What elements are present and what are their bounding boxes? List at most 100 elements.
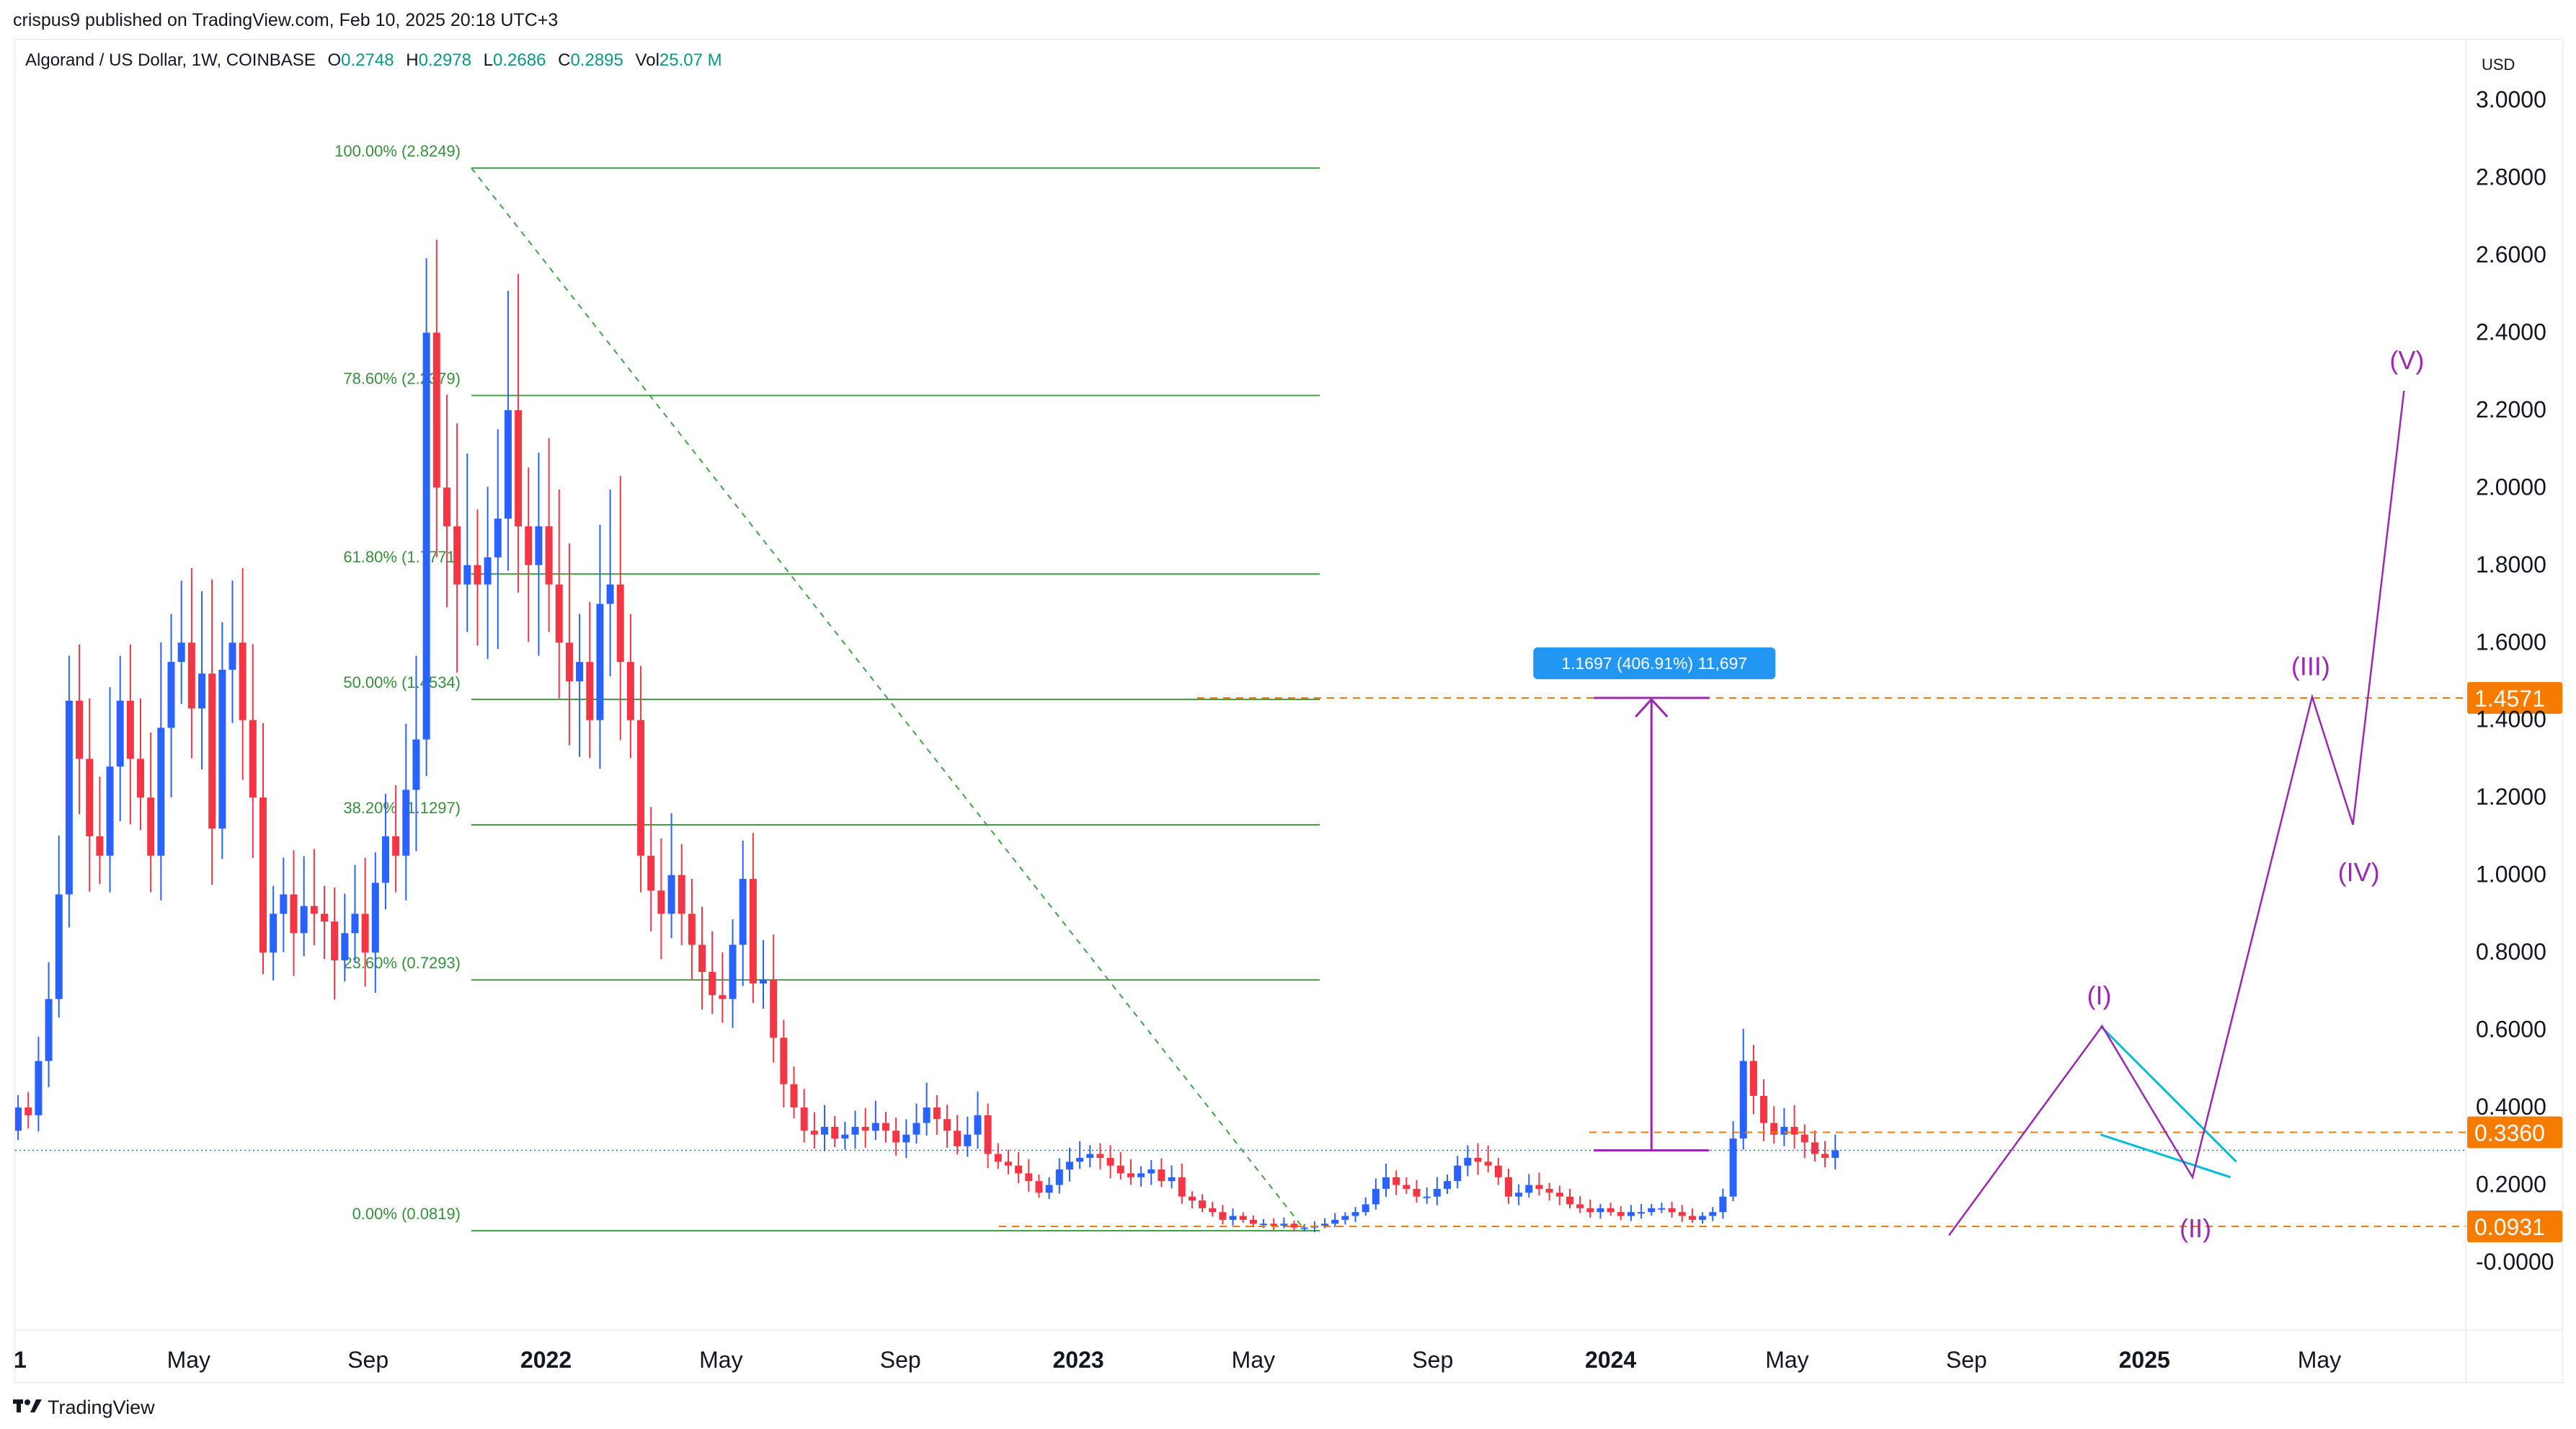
candle-body (1045, 1185, 1053, 1193)
candle-body (1249, 1219, 1257, 1224)
candle-body (1219, 1212, 1227, 1220)
candle-body (402, 789, 410, 856)
y-tick-label: 2.8000 (2476, 164, 2546, 190)
candle-body (187, 642, 195, 709)
candle-body (678, 875, 685, 914)
candle-body (1811, 1142, 1818, 1154)
fib-level-label: 61.80% (1.7771) (343, 548, 461, 566)
candle-body (1393, 1177, 1400, 1185)
candle-body (1648, 1208, 1656, 1213)
candle-body (25, 1107, 32, 1115)
x-tick-label: 2023 (1052, 1347, 1103, 1373)
fib-level-label: 100.00% (2.8249) (334, 142, 461, 160)
wave-label: (I) (2087, 981, 2111, 1010)
tradingview-logo[interactable]: TradingView (13, 1396, 155, 1419)
candle-body (1800, 1134, 1808, 1143)
chart-frame[interactable]: Algorand / US Dollar, 1W, COINBASE O0.27… (14, 39, 2563, 1383)
candle-body (218, 669, 226, 829)
fib-level-label: 0.00% (0.0819) (352, 1205, 461, 1223)
candle-body (1729, 1138, 1737, 1197)
candle-body (892, 1131, 900, 1143)
candle-body (760, 979, 768, 984)
candle-body (1545, 1188, 1553, 1193)
candle-body (371, 882, 379, 953)
svg-text:Algorand / US Dollar, 1W, COIN: Algorand / US Dollar, 1W, COINBASE O0.27… (25, 50, 722, 70)
fib-level-label: 23.60% (0.7293) (343, 954, 461, 972)
candle-body (851, 1126, 859, 1135)
candle-body (1351, 1212, 1359, 1216)
candle-body (1147, 1169, 1155, 1174)
open-label: O (328, 50, 342, 70)
candle-body (1535, 1185, 1543, 1189)
candle-body (1739, 1061, 1747, 1139)
close-value: 0.2895 (570, 50, 623, 70)
candle-body (576, 662, 584, 681)
candle-body (1780, 1126, 1788, 1135)
price-marker-label: 1.4571 (2474, 686, 2545, 712)
candle-body (331, 921, 339, 960)
candle-body (1617, 1212, 1625, 1216)
publisher-line: crispus9 published on TradingView.com, F… (13, 10, 559, 30)
candle-body (739, 879, 747, 945)
candle-body (1596, 1208, 1604, 1213)
candle-body (565, 642, 573, 681)
price-marker-box (2467, 682, 2562, 714)
measure-label: 1.1697 (406.91%) 11,697 (1561, 654, 1747, 673)
candle-body (1229, 1216, 1237, 1220)
candle-body (35, 1061, 43, 1115)
candle-body (1454, 1165, 1462, 1182)
chart-canvas[interactable]: Algorand / US Dollar, 1W, COINBASE O0.27… (15, 40, 2562, 1382)
y-tick-label: 0.6000 (2476, 1017, 2546, 1043)
candle-body (310, 906, 318, 914)
candle-body (1433, 1188, 1441, 1197)
candle-body (1025, 1173, 1033, 1182)
candle-body (157, 727, 165, 856)
candle-body (545, 526, 553, 585)
candle-body (270, 913, 277, 953)
x-tick-label: 2024 (1585, 1347, 1636, 1373)
candle-body (15, 1107, 22, 1131)
candle-body (1586, 1208, 1594, 1213)
candle-body (1372, 1188, 1380, 1205)
candle-body (504, 410, 512, 519)
candle-body (1270, 1224, 1278, 1226)
candle-body (1086, 1154, 1094, 1158)
candle-body (1525, 1185, 1533, 1193)
candle-body (1474, 1157, 1482, 1162)
candle-body (1464, 1157, 1472, 1166)
y-tick-label: 1.2000 (2476, 784, 2546, 810)
candle-body (943, 1119, 951, 1131)
candle-body (167, 662, 175, 728)
candle-body (954, 1131, 961, 1146)
close-label: C (558, 50, 570, 70)
wave-label: (IV) (2338, 857, 2380, 887)
candle-body (1137, 1173, 1145, 1177)
candle-body (606, 584, 614, 604)
candle-body (964, 1134, 972, 1146)
candle-body (1413, 1188, 1421, 1197)
candle-body (381, 836, 389, 883)
fib-level-label: 38.20% (1.1297) (343, 799, 461, 817)
candle-body (1065, 1162, 1073, 1170)
candle-body (249, 720, 257, 798)
candle-body (494, 518, 502, 558)
candle-body (810, 1131, 818, 1135)
candle-body (1709, 1212, 1717, 1216)
candle-body (912, 1123, 920, 1135)
candle-body (729, 944, 737, 999)
candle-body (412, 739, 420, 790)
candle-body (861, 1126, 869, 1131)
candle-body (790, 1084, 798, 1108)
volume-value: 25.07 M (659, 50, 722, 70)
y-tick-label: 1.4000 (2476, 707, 2546, 733)
candle-body (984, 1115, 992, 1154)
wedge-lower-line (2100, 1133, 2231, 1179)
candle-body (1106, 1157, 1114, 1166)
candle-body (208, 673, 216, 829)
y-tick-label: 1.6000 (2476, 629, 2546, 655)
candle-body (626, 662, 634, 720)
candle-body (1749, 1061, 1757, 1096)
candle-body (719, 995, 727, 999)
candle-body (1688, 1216, 1696, 1220)
candle-body (1638, 1212, 1645, 1214)
